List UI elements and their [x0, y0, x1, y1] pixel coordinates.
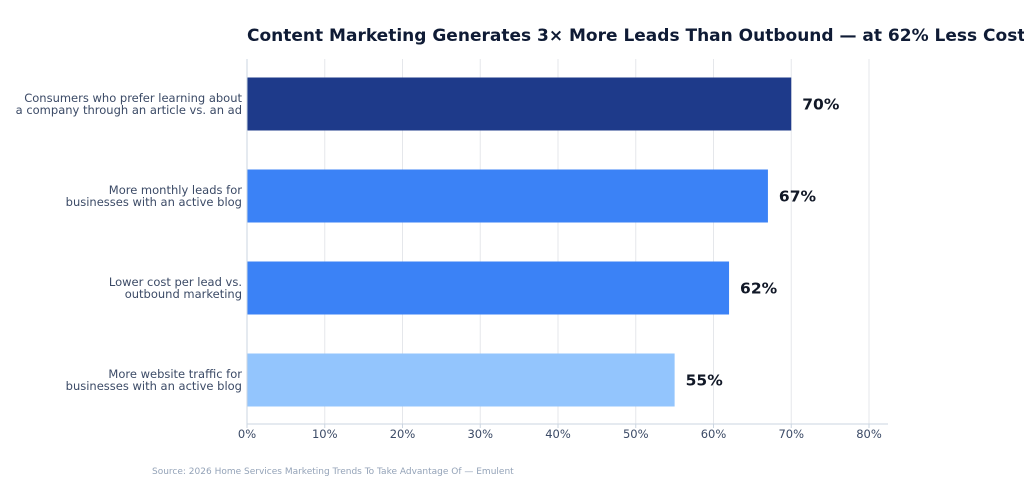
x-tick-label: 70%	[778, 427, 804, 441]
x-tick-label: 80%	[856, 427, 882, 441]
category-label: businesses with an active blog	[66, 379, 242, 393]
chart-title: Content Marketing Generates 3× More Lead…	[247, 26, 1024, 46]
bar	[247, 261, 730, 315]
category-label: Lower cost per lead vs.	[109, 275, 242, 289]
bars	[247, 77, 792, 407]
x-tick-label: 30%	[467, 427, 493, 441]
source-note: Source: 2026 Home Services Marketing Tre…	[152, 467, 514, 477]
bar	[247, 77, 792, 131]
x-tick-label: 40%	[545, 427, 571, 441]
category-label: More monthly leads for	[109, 183, 242, 197]
x-tick-label: 60%	[701, 427, 727, 441]
bar-value-label: 55%	[686, 372, 724, 390]
category-label: outbound marketing	[125, 287, 242, 301]
labels: 0% 10% 20% 30% 40% 50% 60% 70% 80% 70% Consumers w…	[16, 91, 882, 441]
x-tick-label: 0%	[238, 427, 256, 441]
bar	[247, 169, 768, 223]
bar-value-label: 62%	[740, 280, 778, 298]
category-label: Consumers who prefer learning about	[24, 91, 242, 105]
category-label: More website traffic for	[108, 367, 242, 381]
x-tick-label: 10%	[312, 427, 338, 441]
x-tick-label: 20%	[390, 427, 416, 441]
category-label: businesses with an active blog	[66, 195, 242, 209]
category-label: a company through an article vs. an ad	[16, 103, 242, 117]
x-tick-label: 50%	[623, 427, 649, 441]
axes	[246, 59, 888, 428]
bar-value-label: 67%	[779, 188, 817, 206]
bar	[247, 353, 675, 407]
bar-value-label: 70%	[802, 96, 840, 114]
